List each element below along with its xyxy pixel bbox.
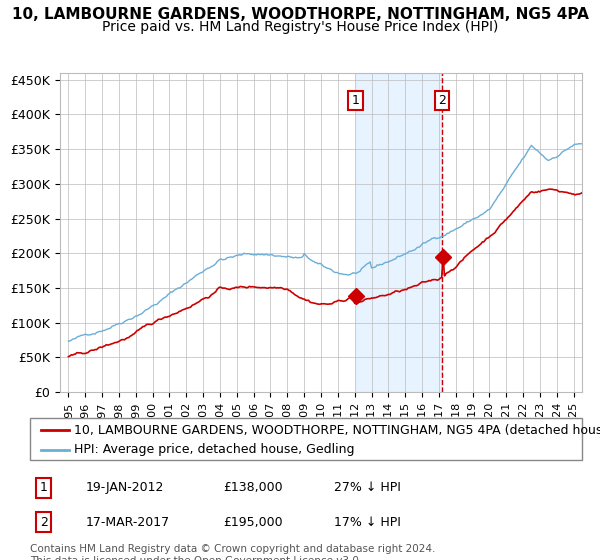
Text: 1: 1 xyxy=(40,482,48,494)
Text: HPI: Average price, detached house, Gedling: HPI: Average price, detached house, Gedl… xyxy=(74,444,355,456)
Text: 17-MAR-2017: 17-MAR-2017 xyxy=(85,516,169,529)
Text: 17% ↓ HPI: 17% ↓ HPI xyxy=(334,516,400,529)
Text: £138,000: £138,000 xyxy=(223,482,283,494)
Text: 1: 1 xyxy=(352,94,359,107)
Text: 2: 2 xyxy=(40,516,48,529)
Bar xyxy=(356,73,442,392)
Text: Price paid vs. HM Land Registry's House Price Index (HPI): Price paid vs. HM Land Registry's House … xyxy=(102,20,498,34)
Text: 10, LAMBOURNE GARDENS, WOODTHORPE, NOTTINGHAM, NG5 4PA (detached house): 10, LAMBOURNE GARDENS, WOODTHORPE, NOTTI… xyxy=(74,423,600,437)
Text: Contains HM Land Registry data © Crown copyright and database right 2024.
This d: Contains HM Land Registry data © Crown c… xyxy=(30,544,436,560)
Text: 10, LAMBOURNE GARDENS, WOODTHORPE, NOTTINGHAM, NG5 4PA: 10, LAMBOURNE GARDENS, WOODTHORPE, NOTTI… xyxy=(11,7,589,22)
Text: 2: 2 xyxy=(439,94,446,107)
Text: 27% ↓ HPI: 27% ↓ HPI xyxy=(334,482,400,494)
FancyBboxPatch shape xyxy=(30,418,582,460)
Text: £195,000: £195,000 xyxy=(223,516,283,529)
Text: 19-JAN-2012: 19-JAN-2012 xyxy=(85,482,164,494)
